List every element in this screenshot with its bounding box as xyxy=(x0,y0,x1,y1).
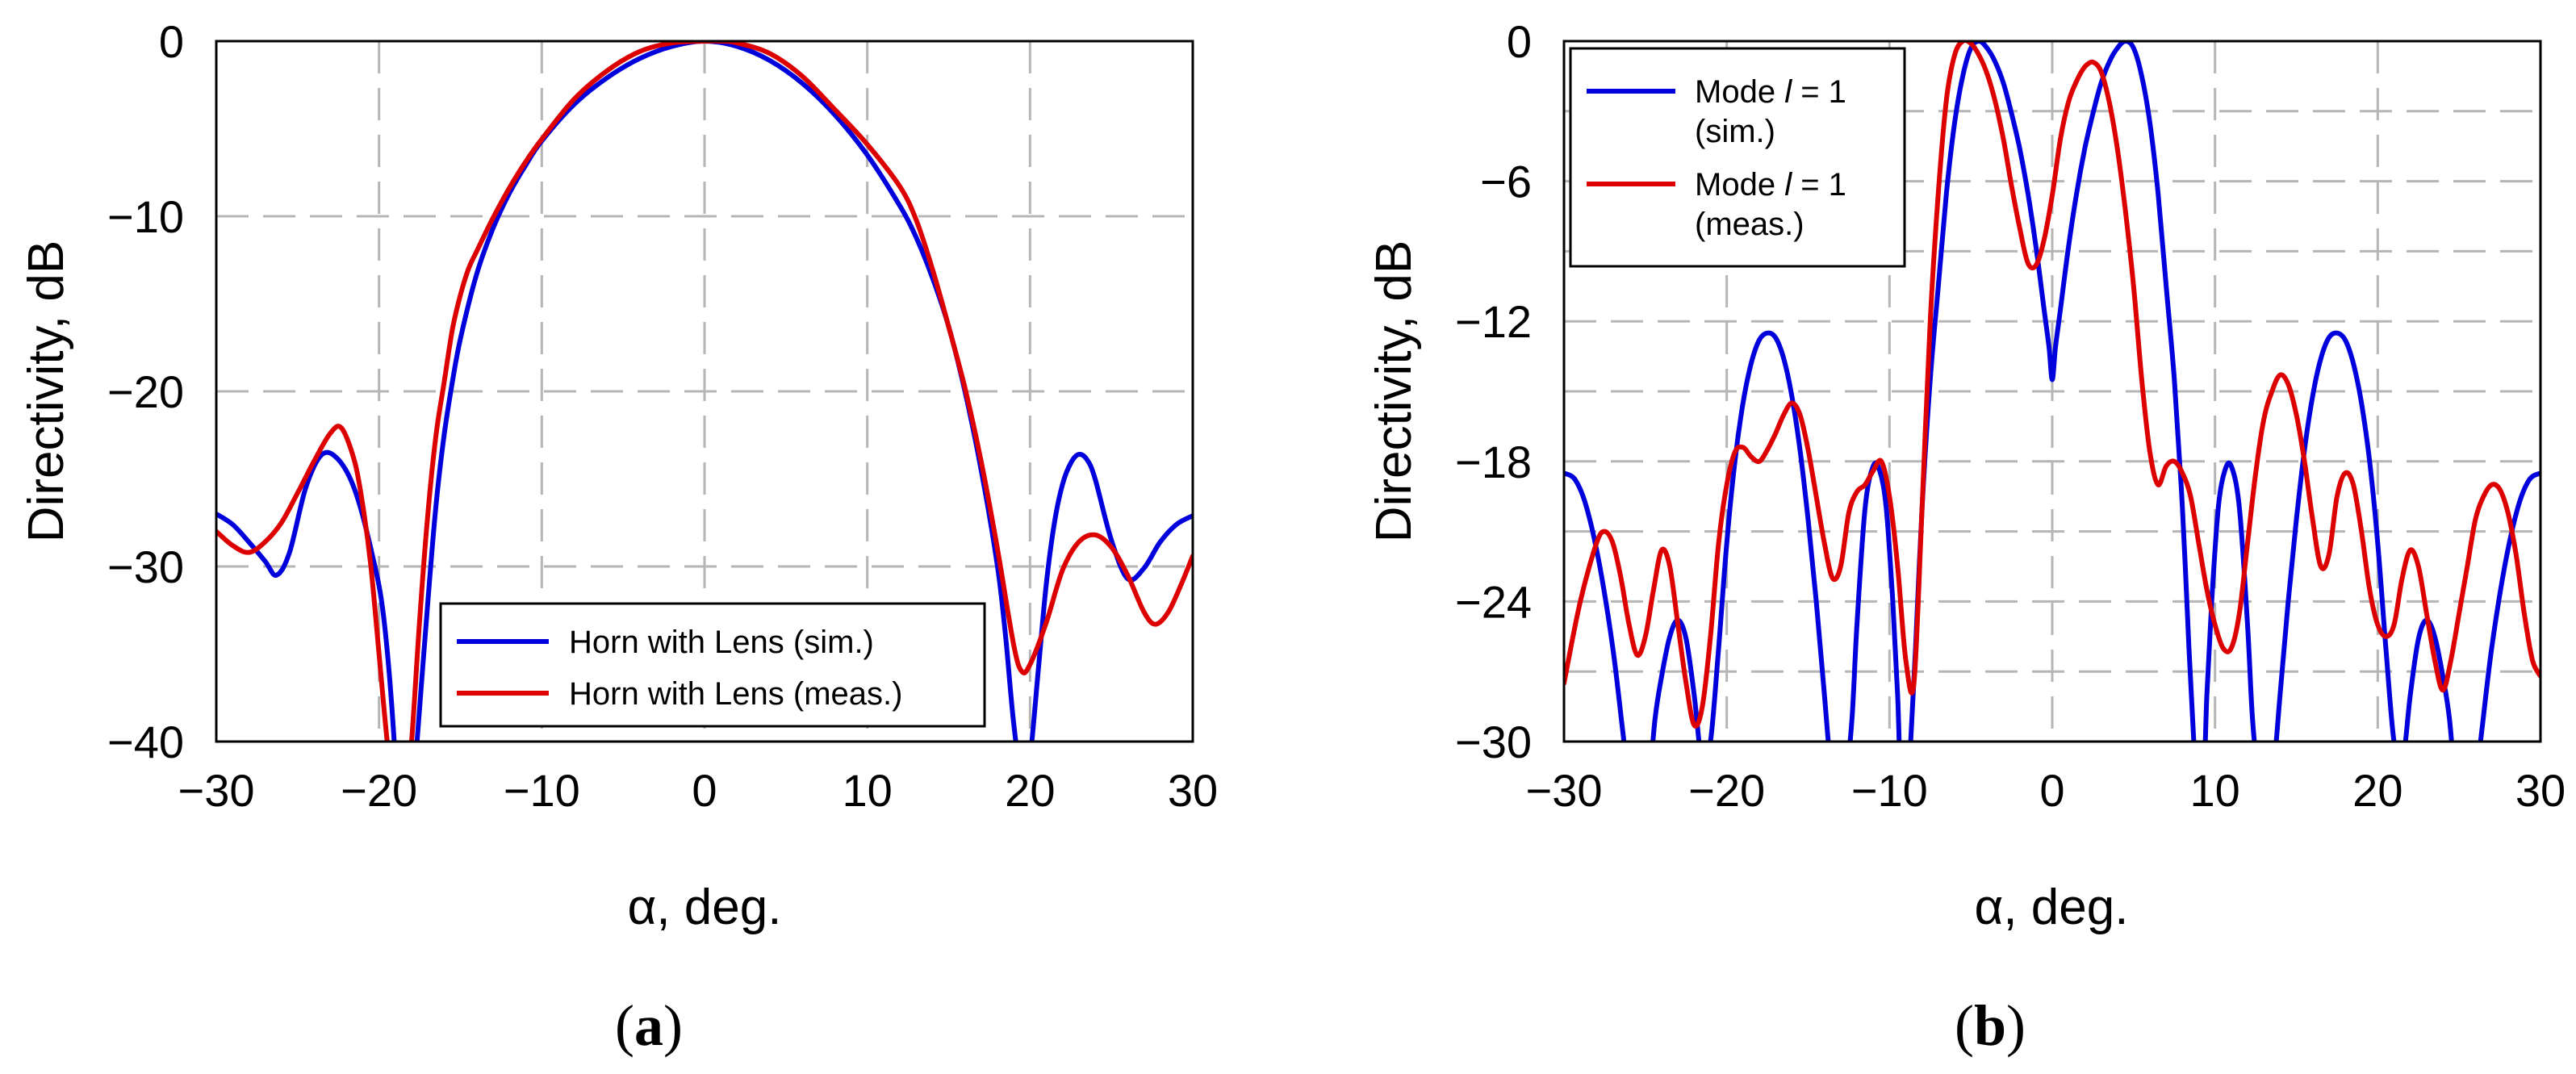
y-tick-label: −40 xyxy=(107,717,184,767)
y-axis-label-a: Directivity, dB xyxy=(19,240,74,542)
plot-frame-b xyxy=(1562,40,2542,743)
legend-sim-b-eq: = 1 xyxy=(1800,74,1846,110)
caption-letter-b: b xyxy=(1974,993,2006,1058)
legend-label-meas-b: Mode l = 1 xyxy=(1695,167,1846,203)
legend-label-sim-b: Mode l = 1 xyxy=(1695,74,1846,110)
y-tick-label: −12 xyxy=(1455,296,1532,347)
y-tick-label: −18 xyxy=(1455,437,1532,487)
legend-meas-b-word: Mode xyxy=(1695,167,1775,203)
x-axis-label-a: α, deg. xyxy=(628,880,782,935)
x-tick-label: 10 xyxy=(843,765,893,816)
legend-label-sim-b-2: (sim.) xyxy=(1695,114,1775,149)
caption-a: (a) xyxy=(615,993,683,1058)
plot-frame-a xyxy=(215,40,1194,743)
x-tick-label: −20 xyxy=(341,765,417,816)
x-tick-labels-a: −30 −20 −10 0 10 20 30 xyxy=(178,765,1219,816)
legend-label-meas-a: Horn with Lens (meas.) xyxy=(569,676,902,712)
chart-panel-a: −30 −20 −10 0 10 20 30 0−10−20−30−40 α, deg. D… xyxy=(19,16,1218,1058)
x-tick-label: −30 xyxy=(178,765,255,816)
caption-b: (b) xyxy=(1955,993,2026,1058)
x-tick-label: 30 xyxy=(2515,765,2566,816)
y-axis-label-b: Directivity, dB xyxy=(1366,240,1422,542)
legend-label-meas-b-2: (meas.) xyxy=(1695,207,1804,242)
x-tick-label: 10 xyxy=(2190,765,2240,816)
legend-sim-b-word: Mode xyxy=(1695,74,1775,110)
x-tick-label: −30 xyxy=(1526,765,1603,816)
y-tick-label: −24 xyxy=(1455,576,1532,627)
legend-box-a xyxy=(439,602,986,728)
caption-letter-a: a xyxy=(634,993,663,1058)
y-tick-label: −6 xyxy=(1480,157,1532,207)
series-lines-a xyxy=(216,41,1193,742)
y-tick-labels-b: 0 −6 −12 −18 −24 −30 xyxy=(1455,16,1532,767)
y-tick-label: −30 xyxy=(1455,717,1532,767)
x-tick-label: 0 xyxy=(692,765,717,816)
x-axis-label-b: α, deg. xyxy=(1975,880,2129,935)
legend-sim-b-l: l xyxy=(1784,74,1792,110)
x-tick-labels-b: −30 −20 −10 0 10 20 30 xyxy=(1526,765,2566,816)
y-tick-labels-a: 0 −10 −20 −30 −40 xyxy=(107,16,184,767)
x-tick-label: −10 xyxy=(504,765,580,816)
series-line-sim-b xyxy=(1564,41,2540,742)
x-tick-label: −10 xyxy=(1851,765,1928,816)
legend-meas-b-eq: = 1 xyxy=(1800,167,1846,203)
legend-a: Horn with Lens (sim.) Horn with Lens (me… xyxy=(439,602,986,728)
y-tick-label: −20 xyxy=(107,366,184,417)
y-tick-label: 0 xyxy=(1507,16,1532,67)
chart-panel-b: −30 −20 −10 0 10 20 30 0 −6 −12 −18 −24 −30 α, deg.… xyxy=(1366,16,2566,1058)
series-line-meas-a xyxy=(216,41,1193,742)
y-tick-label: 0 xyxy=(159,16,184,67)
legend-label-sim-a: Horn with Lens (sim.) xyxy=(569,625,874,660)
x-tick-label: 20 xyxy=(1005,765,1055,816)
legend-meas-b-l: l xyxy=(1784,167,1792,203)
y-tick-label: −10 xyxy=(107,191,184,242)
y-tick-label: −30 xyxy=(107,541,184,592)
x-tick-label: 0 xyxy=(2039,765,2064,816)
x-tick-label: 20 xyxy=(2352,765,2402,816)
legend-box-b xyxy=(1569,47,1906,268)
x-tick-label: −20 xyxy=(1688,765,1765,816)
x-tick-label: 30 xyxy=(1168,765,1218,816)
series-line-meas-b xyxy=(1564,41,2540,729)
legend-b: Mode l = 1 (sim.) Mode l = 1 (meas.) xyxy=(1569,47,1906,268)
series-lines-b xyxy=(1564,41,2540,742)
